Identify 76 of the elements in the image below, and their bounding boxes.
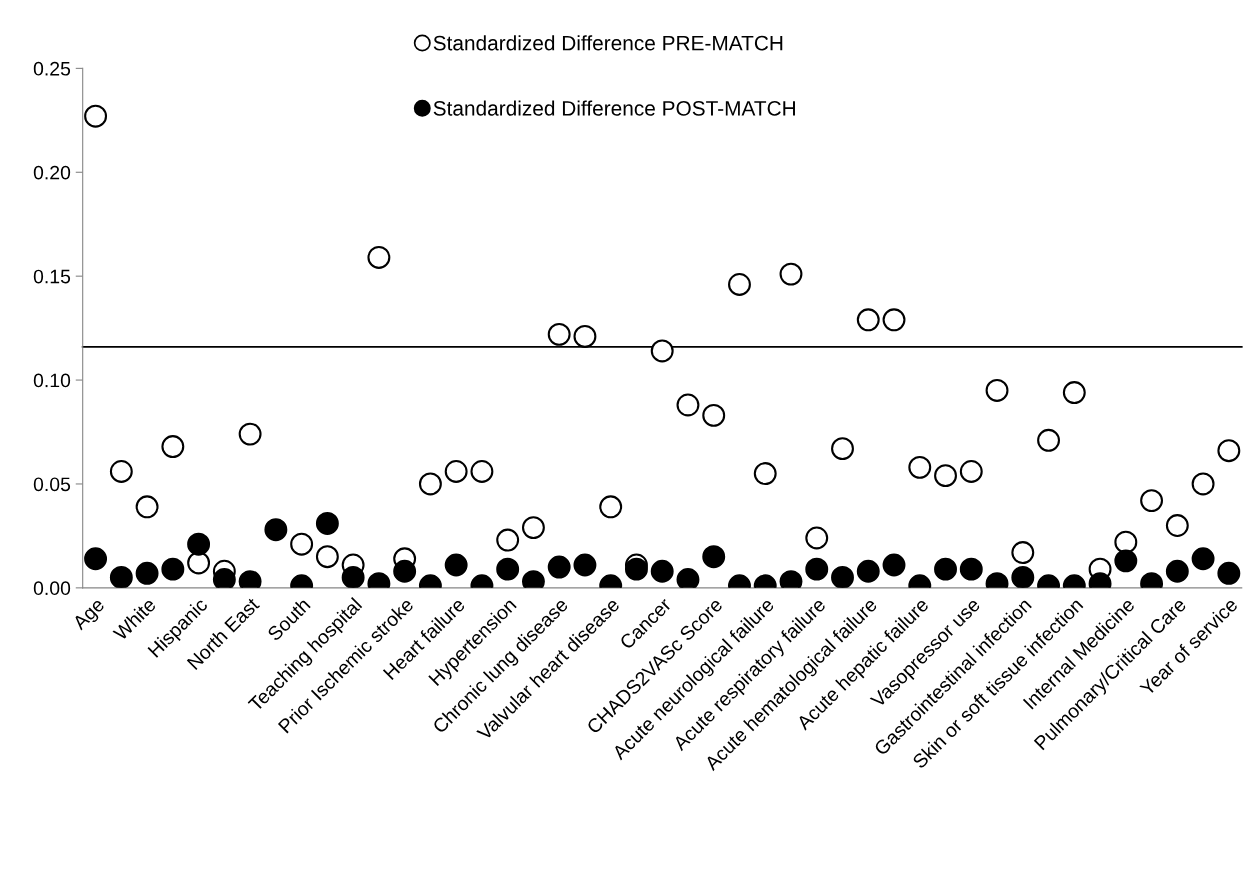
point (728, 273, 751, 296)
point (238, 422, 262, 446)
point (908, 455, 932, 479)
point (1062, 381, 1086, 404)
point (650, 559, 674, 583)
point (934, 464, 957, 488)
point (959, 557, 983, 581)
point (831, 437, 854, 461)
point (161, 557, 185, 581)
point (109, 566, 133, 588)
point (135, 495, 159, 519)
point (135, 561, 159, 585)
point (161, 435, 185, 459)
point (934, 557, 957, 581)
point (676, 393, 700, 417)
point (470, 460, 494, 483)
point (264, 518, 288, 542)
point (805, 557, 829, 581)
point (341, 566, 365, 588)
point (831, 566, 854, 588)
legend-label: Standardized Difference POST-MATCH (433, 100, 795, 116)
point (856, 559, 880, 583)
point (1165, 514, 1189, 537)
point (702, 403, 726, 427)
point (547, 322, 571, 346)
point (547, 555, 571, 579)
y-tick-label: 0.10 (33, 373, 71, 388)
point (418, 472, 442, 496)
point (1011, 541, 1035, 564)
point (1165, 559, 1189, 583)
point (985, 379, 1009, 402)
point (444, 553, 468, 577)
point (84, 104, 108, 128)
point (290, 532, 314, 556)
point (1217, 561, 1241, 585)
point (573, 324, 597, 348)
point (676, 568, 700, 588)
point (1037, 428, 1061, 452)
point (650, 339, 674, 363)
point (212, 568, 236, 588)
y-tick-label: 0.05 (33, 477, 71, 492)
point (779, 262, 803, 286)
point (393, 559, 417, 583)
point (573, 553, 597, 577)
x-tick-label: Age (71, 597, 108, 634)
legend-label: Standardized Difference PRE-MATCH (433, 35, 783, 51)
point (1191, 547, 1215, 571)
point (315, 511, 339, 535)
point (444, 460, 468, 483)
point (1140, 489, 1164, 513)
point (315, 545, 339, 569)
point (805, 526, 829, 550)
y-tick-label: 0.25 (33, 61, 71, 76)
point (1217, 439, 1241, 463)
point (959, 460, 983, 483)
point (521, 516, 545, 540)
point (187, 551, 211, 575)
point (882, 553, 906, 577)
point (1114, 549, 1138, 573)
point (496, 528, 520, 552)
y-tick-label: 0.20 (33, 165, 71, 180)
point (187, 532, 211, 556)
point (856, 308, 880, 332)
point (84, 547, 108, 571)
y-tick-label: 0.00 (33, 581, 71, 596)
point (109, 460, 133, 483)
point (599, 495, 623, 519)
point (496, 557, 520, 581)
point (702, 545, 726, 569)
point (882, 308, 906, 332)
point (1191, 472, 1215, 496)
point (367, 246, 391, 269)
point (1114, 530, 1138, 554)
point (753, 462, 777, 486)
y-tick-label: 0.15 (33, 269, 71, 284)
point (1011, 566, 1035, 588)
